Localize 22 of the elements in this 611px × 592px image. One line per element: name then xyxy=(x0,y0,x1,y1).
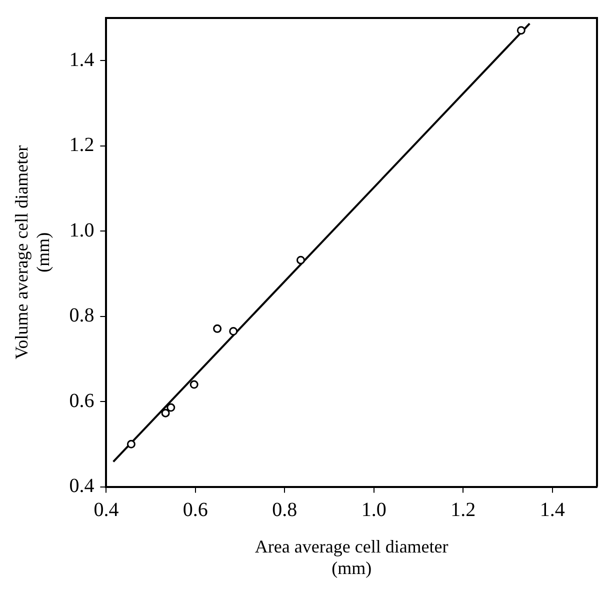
x-tick-label: 1.4 xyxy=(540,499,565,522)
x-tick-label: 0.8 xyxy=(272,499,298,522)
point xyxy=(213,324,222,333)
point xyxy=(516,26,526,35)
point xyxy=(190,380,198,389)
x-tick-label: 0.6 xyxy=(182,499,208,522)
y-tick-label: 1.2 xyxy=(69,134,94,156)
point xyxy=(161,408,170,418)
point xyxy=(166,403,176,412)
point xyxy=(126,440,136,448)
y-axis-title: Volume average cell diameter (mm) xyxy=(12,145,54,360)
y-tick-label: 0.8 xyxy=(69,304,94,327)
x-axis-title: Area average cell diameter (mm) xyxy=(254,536,448,578)
x-tick-label: 0.4 xyxy=(94,499,119,522)
point xyxy=(296,256,305,264)
y-tick-label: 0.6 xyxy=(69,390,94,412)
point xyxy=(229,326,238,336)
y-tick-label: 0.4 xyxy=(69,475,94,498)
y-tick-label: 1.4 xyxy=(69,48,94,71)
x-tick-label: 1.2 xyxy=(450,499,476,522)
y-tick-label: 1.0 xyxy=(69,219,94,242)
x-tick-label: 1.0 xyxy=(361,499,386,522)
